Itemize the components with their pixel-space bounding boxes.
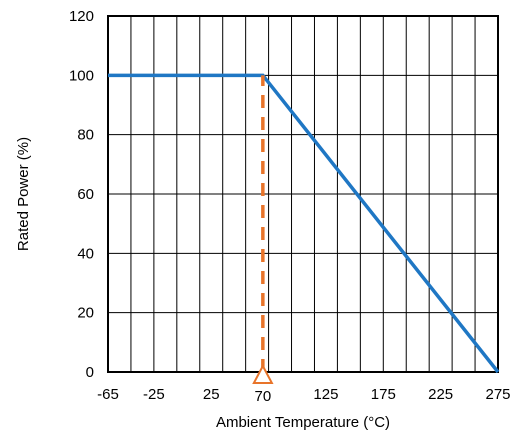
x-tick-labels: -65 -25 25 125 175 225 275 <box>97 386 510 403</box>
x-tick-label: 225 <box>428 386 453 403</box>
series-group <box>108 73 500 374</box>
y-tick-labels: 0 20 40 60 80 100 120 <box>69 8 94 381</box>
x-tick-label: 275 <box>485 386 510 403</box>
y-tick-label: 20 <box>77 305 94 322</box>
y-axis-title: Rated Power (%) <box>15 137 32 251</box>
derating-point-triangle-marker <box>252 363 274 384</box>
y-tick-label: 120 <box>69 8 94 25</box>
y-tick-label: 40 <box>77 245 94 262</box>
grid-lines <box>108 16 498 372</box>
x-tick-label: 175 <box>371 386 396 403</box>
x-tick-label: -65 <box>97 386 119 403</box>
x-tick-label: 25 <box>203 386 220 403</box>
derating-point-label: 70 <box>255 388 272 405</box>
x-axis-title: Ambient Temperature (°C) <box>216 414 390 431</box>
series-line <box>108 73 500 374</box>
x-tick-label: 125 <box>313 386 338 403</box>
y-tick-label: 80 <box>77 127 94 144</box>
plot-area-frame <box>107 15 499 373</box>
y-tick-label: 60 <box>77 186 94 203</box>
annotation-group: 70 <box>252 75 274 405</box>
y-tick-label: 0 <box>86 364 94 381</box>
y-tick-label: 100 <box>69 67 94 84</box>
x-tick-label: -25 <box>143 386 165 403</box>
